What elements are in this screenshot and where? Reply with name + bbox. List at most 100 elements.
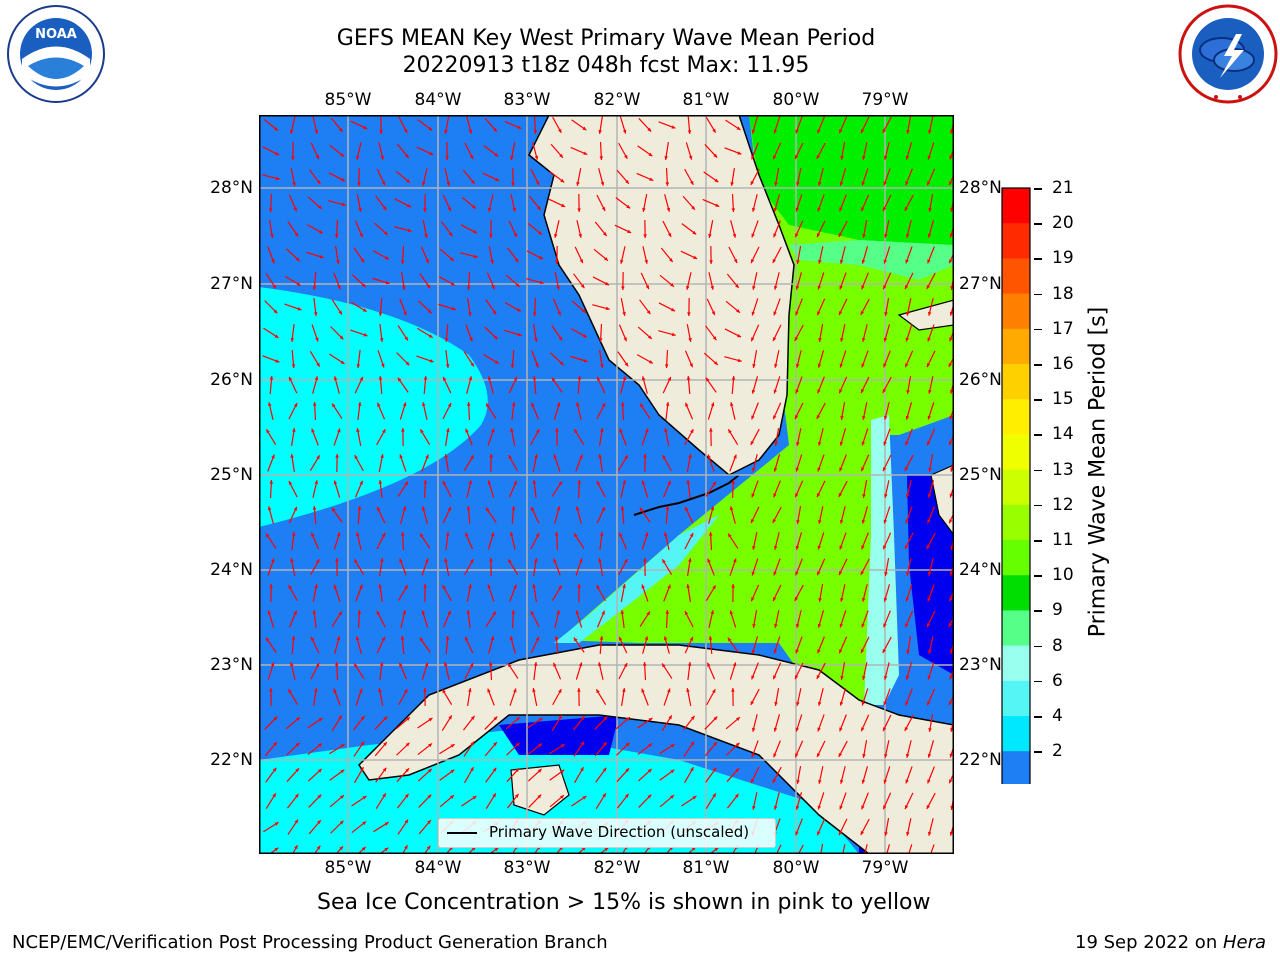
wave-arrow-head (360, 767, 364, 772)
wave-arrow-head (274, 822, 279, 826)
wave-arrow-head (471, 180, 475, 184)
wave-arrow-head (663, 636, 668, 641)
wave-arrow-head (883, 181, 887, 186)
wave-arrow-head (290, 338, 295, 342)
wave-arrow-head (596, 689, 600, 694)
wave-arrow-head (359, 480, 363, 485)
wave-arrow-head (794, 596, 799, 601)
wave-arrow-head (602, 793, 606, 798)
lon-label-top: 79°W (861, 90, 909, 110)
colorbar-segment (1002, 716, 1030, 752)
wave-arrow-head (642, 662, 647, 666)
wave-arrow-head (883, 805, 887, 810)
wave-arrow-head (662, 559, 666, 564)
wave-arrow-head (772, 258, 777, 263)
wave-arrow-head (532, 480, 537, 484)
wave-arrow-head (927, 753, 932, 758)
wave-arrow-head (377, 402, 381, 407)
wave-arrow-head (644, 532, 649, 537)
wave-arrow-head (447, 506, 451, 511)
colorbar-tick-label: 10 (1052, 565, 1074, 586)
wave-arrow-head (839, 129, 843, 134)
wave-arrow-head (818, 598, 822, 602)
wave-arrow-head (713, 716, 718, 721)
wave-arrow-head (882, 727, 887, 732)
wave-arrow-head (288, 689, 292, 694)
colorbar-tick-mark (1034, 258, 1042, 260)
wave-arrow-head (773, 805, 778, 810)
wave-arrow-head (772, 597, 777, 602)
wave-arrow-head (336, 260, 340, 264)
wave-arrow-head (904, 545, 909, 550)
wave-arrow-head (707, 558, 711, 563)
wave-arrow-head (382, 767, 387, 772)
wave-arrow-head (883, 337, 888, 342)
wave-arrow-head (423, 376, 428, 380)
wave-arrow-head (535, 363, 539, 368)
wave-arrow-head (534, 338, 538, 342)
wave-arrow-head (423, 688, 427, 692)
wave-arrow-head (861, 467, 865, 472)
lon-label-bottom: 80°W (772, 858, 820, 878)
wave-arrow-head (884, 572, 888, 576)
wave-arrow-head (339, 128, 343, 132)
wave-arrow-head (906, 311, 910, 316)
wave-arrow-head (905, 519, 909, 524)
wave-arrow-head (839, 441, 844, 446)
wave-arrow-head (448, 715, 452, 720)
wave-arrow-head (293, 610, 297, 615)
nws-logo (1178, 4, 1278, 104)
wave-arrow-head (513, 584, 517, 589)
wave-arrow-head (359, 233, 363, 238)
wave-arrow-head (601, 207, 606, 212)
wave-arrow-head (861, 181, 866, 186)
wave-arrow-head (839, 779, 844, 784)
wave-direction-arrows (262, 115, 954, 854)
lat-label-right: 24°N (959, 560, 1002, 580)
wave-arrow-head (667, 480, 671, 485)
wave-arrow-head (537, 768, 542, 773)
wave-arrow-head (535, 636, 539, 641)
footer-host: Hera (1222, 932, 1266, 953)
wave-arrow-head (729, 506, 734, 511)
wave-arrow-head (622, 311, 626, 316)
dark-blue-east-zone (907, 475, 954, 675)
wave-arrow-head (643, 234, 647, 238)
wave-arrow-head (598, 130, 602, 134)
wave-arrow-head (668, 715, 672, 720)
wave-arrow-head (733, 558, 737, 563)
wave-arrow-head (751, 207, 756, 212)
wave-arrow-head (269, 376, 274, 380)
wave-arrow-head (292, 181, 296, 186)
wave-arrow-head (737, 358, 742, 363)
colorbar-tick-label: 18 (1052, 283, 1074, 304)
wave-arrow-head (534, 454, 538, 459)
wave-arrow-head (773, 415, 777, 420)
wave-arrow-head (712, 336, 717, 341)
wave-arrow-head (490, 259, 494, 264)
wave-arrow-head (689, 363, 693, 368)
wave-arrow-head (318, 230, 323, 234)
wave-arrow-head (420, 429, 424, 434)
wave-arrow-head (861, 363, 865, 368)
wave-arrow-head (333, 688, 337, 693)
wave-arrow-head (442, 480, 447, 485)
wave-arrow-head (860, 310, 865, 315)
wave-arrow-head (882, 648, 887, 653)
wave-arrow-head (773, 467, 778, 472)
wave-arrow-head (624, 559, 628, 564)
colorbar-tick-label: 4 (1052, 706, 1063, 726)
wave-arrow-head (312, 506, 317, 510)
wave-arrow-head (508, 455, 512, 460)
wave-arrow-head (268, 402, 272, 407)
wave-arrow-head (641, 376, 646, 381)
wave-arrow-head (556, 285, 560, 290)
wave-arrow-head (670, 744, 675, 748)
wave-arrow-head (817, 285, 822, 290)
wave-arrow-head (773, 493, 777, 498)
wave-arrow-head (425, 259, 429, 264)
wave-arrow-head (291, 156, 295, 160)
colorbar-tick-mark (1034, 575, 1042, 577)
wave-arrow-head (949, 415, 953, 420)
wave-arrow-head (817, 181, 822, 186)
